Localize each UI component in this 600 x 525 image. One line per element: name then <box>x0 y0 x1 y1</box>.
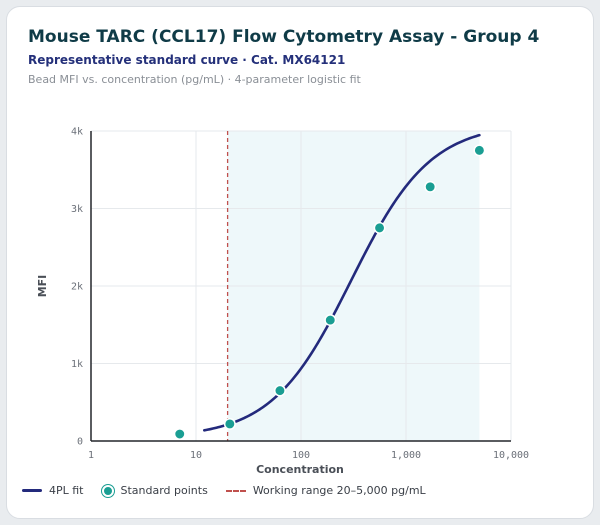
standard-point <box>373 221 386 234</box>
axes <box>90 131 511 442</box>
standard-point <box>173 428 186 440</box>
x-axis-title: Concentration <box>256 463 344 476</box>
y-tick-label: 1k <box>71 359 83 370</box>
y-tick-label: 2k <box>71 282 83 293</box>
x-tick-label: 1,000 <box>391 450 421 461</box>
x-tick-label: 10,000 <box>493 450 529 461</box>
standard-point <box>273 384 286 397</box>
legend-item-points: Standard points <box>101 484 208 497</box>
standard-points <box>173 144 486 440</box>
standard-point <box>324 314 337 327</box>
x-tick-label: 10 <box>190 450 202 461</box>
legend-fit-label: 4PL fit <box>49 484 84 497</box>
y-tick-label: 4k <box>71 127 83 138</box>
legend-item-range: Working range 20–5,000 pg/mL <box>225 484 426 497</box>
y-tick-label: 0 <box>77 437 83 448</box>
legend-range-label: Working range 20–5,000 pg/mL <box>252 484 426 497</box>
points-swatch <box>101 484 114 497</box>
range-swatch <box>225 489 246 492</box>
x-tick-labels: 1 10 100 1,000 10,000 <box>88 450 529 461</box>
y-axis-title: MFI <box>36 275 49 298</box>
fit-swatch <box>22 489 42 492</box>
legend-points-label: Standard points <box>120 484 208 497</box>
standard-point <box>473 144 486 157</box>
y-tick-label: 3k <box>71 204 83 215</box>
chart-caption: Bead MFI vs. concentration (pg/mL) · 4-p… <box>28 73 361 86</box>
standard-point <box>424 180 437 193</box>
chart-title: Mouse TARC (CCL17) Flow Cytometry Assay … <box>28 27 540 47</box>
y-tick-labels: 0 1k 2k 3k 4k <box>71 127 83 448</box>
x-tick-label: 100 <box>292 450 310 461</box>
legend-item-fit: 4PL fit <box>22 484 84 497</box>
chart-subtitle: Representative standard curve · Cat. MX6… <box>28 53 346 67</box>
x-tick-label: 1 <box>88 450 94 461</box>
fit-curve <box>203 133 481 432</box>
legend: 4PL fit Standard points Working range 20… <box>22 484 444 497</box>
standard-point <box>223 418 236 430</box>
